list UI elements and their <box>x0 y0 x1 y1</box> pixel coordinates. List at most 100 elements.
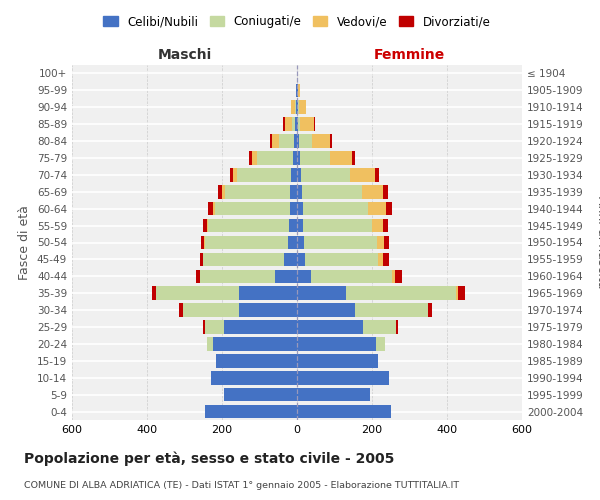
Bar <box>346 286 457 300</box>
Bar <box>312 134 330 148</box>
Bar <box>224 320 297 334</box>
Bar <box>330 134 332 148</box>
Bar <box>300 118 314 131</box>
Bar <box>293 151 297 164</box>
Bar <box>284 118 292 131</box>
Bar <box>297 100 298 114</box>
Y-axis label: Fasce di età: Fasce di età <box>19 205 31 280</box>
Bar <box>299 134 312 148</box>
Bar <box>200 236 205 250</box>
Bar <box>205 405 297 418</box>
Bar <box>152 286 157 300</box>
Bar <box>297 252 305 266</box>
Bar <box>383 185 388 198</box>
Bar <box>311 270 392 283</box>
Bar <box>290 185 297 198</box>
Bar <box>397 320 398 334</box>
Bar <box>372 219 383 232</box>
Text: Femmine: Femmine <box>374 48 445 62</box>
Bar <box>179 304 182 317</box>
Bar <box>196 270 199 283</box>
Bar <box>221 185 224 198</box>
Bar <box>275 270 297 283</box>
Bar <box>212 337 297 350</box>
Bar <box>269 134 271 148</box>
Bar <box>297 202 302 215</box>
Bar <box>300 151 330 164</box>
Bar <box>211 371 297 384</box>
Bar <box>224 185 290 198</box>
Bar <box>385 236 389 250</box>
Bar <box>298 100 299 114</box>
Bar <box>428 304 432 317</box>
Bar <box>287 236 297 250</box>
Bar <box>297 236 304 250</box>
Bar <box>302 185 361 198</box>
Bar <box>217 354 297 368</box>
Bar <box>203 252 284 266</box>
Bar <box>297 354 377 368</box>
Bar <box>297 304 355 317</box>
Bar <box>203 320 205 334</box>
Bar <box>208 202 212 215</box>
Bar <box>302 202 368 215</box>
Text: Popolazione per età, sesso e stato civile - 2005: Popolazione per età, sesso e stato civil… <box>24 451 394 466</box>
Bar <box>296 84 297 97</box>
Bar <box>292 100 295 114</box>
Bar <box>207 219 208 232</box>
Bar <box>297 320 362 334</box>
Bar <box>283 118 284 131</box>
Bar <box>205 320 224 334</box>
Bar <box>257 151 293 164</box>
Bar <box>295 100 296 114</box>
Bar <box>297 270 311 283</box>
Bar <box>297 118 298 131</box>
Bar <box>305 252 379 266</box>
Y-axis label: Anni di nascita: Anni di nascita <box>595 196 600 289</box>
Bar <box>271 134 279 148</box>
Bar <box>362 320 397 334</box>
Bar <box>292 118 295 131</box>
Text: COMUNE DI ALBA ADRIATICA (TE) - Dati ISTAT 1° gennaio 2005 - Elaborazione TUTTIT: COMUNE DI ALBA ADRIATICA (TE) - Dati IST… <box>24 480 459 490</box>
Bar <box>383 219 388 232</box>
Bar <box>297 151 300 164</box>
Bar <box>203 219 207 232</box>
Bar <box>458 286 465 300</box>
Bar <box>352 151 355 164</box>
Bar <box>349 168 375 181</box>
Bar <box>297 405 391 418</box>
Bar <box>395 270 401 283</box>
Bar <box>297 286 346 300</box>
Bar <box>302 219 372 232</box>
Bar <box>212 202 215 215</box>
Bar <box>355 304 428 317</box>
Bar <box>297 388 370 402</box>
Bar <box>386 202 392 215</box>
Bar <box>205 236 287 250</box>
Bar <box>299 100 305 114</box>
Bar <box>375 168 379 181</box>
Bar <box>330 151 352 164</box>
Bar <box>296 100 297 114</box>
Bar <box>218 185 221 198</box>
Bar <box>289 219 297 232</box>
Bar <box>229 168 233 181</box>
Bar <box>199 270 275 283</box>
Bar <box>237 168 292 181</box>
Bar <box>314 118 316 131</box>
Bar <box>297 219 302 232</box>
Bar <box>297 84 298 97</box>
Text: Maschi: Maschi <box>157 48 212 62</box>
Bar <box>200 252 203 266</box>
Bar <box>297 337 376 350</box>
Bar <box>297 168 301 181</box>
Bar <box>304 236 377 250</box>
Bar <box>215 202 290 215</box>
Bar <box>239 286 297 300</box>
Bar <box>376 337 385 350</box>
Bar <box>279 134 294 148</box>
Bar <box>297 371 389 384</box>
Legend: Celibi/Nubili, Coniugati/e, Vedovi/e, Divorziati/e: Celibi/Nubili, Coniugati/e, Vedovi/e, Di… <box>98 10 496 33</box>
Bar <box>284 252 297 266</box>
Bar <box>298 118 300 131</box>
